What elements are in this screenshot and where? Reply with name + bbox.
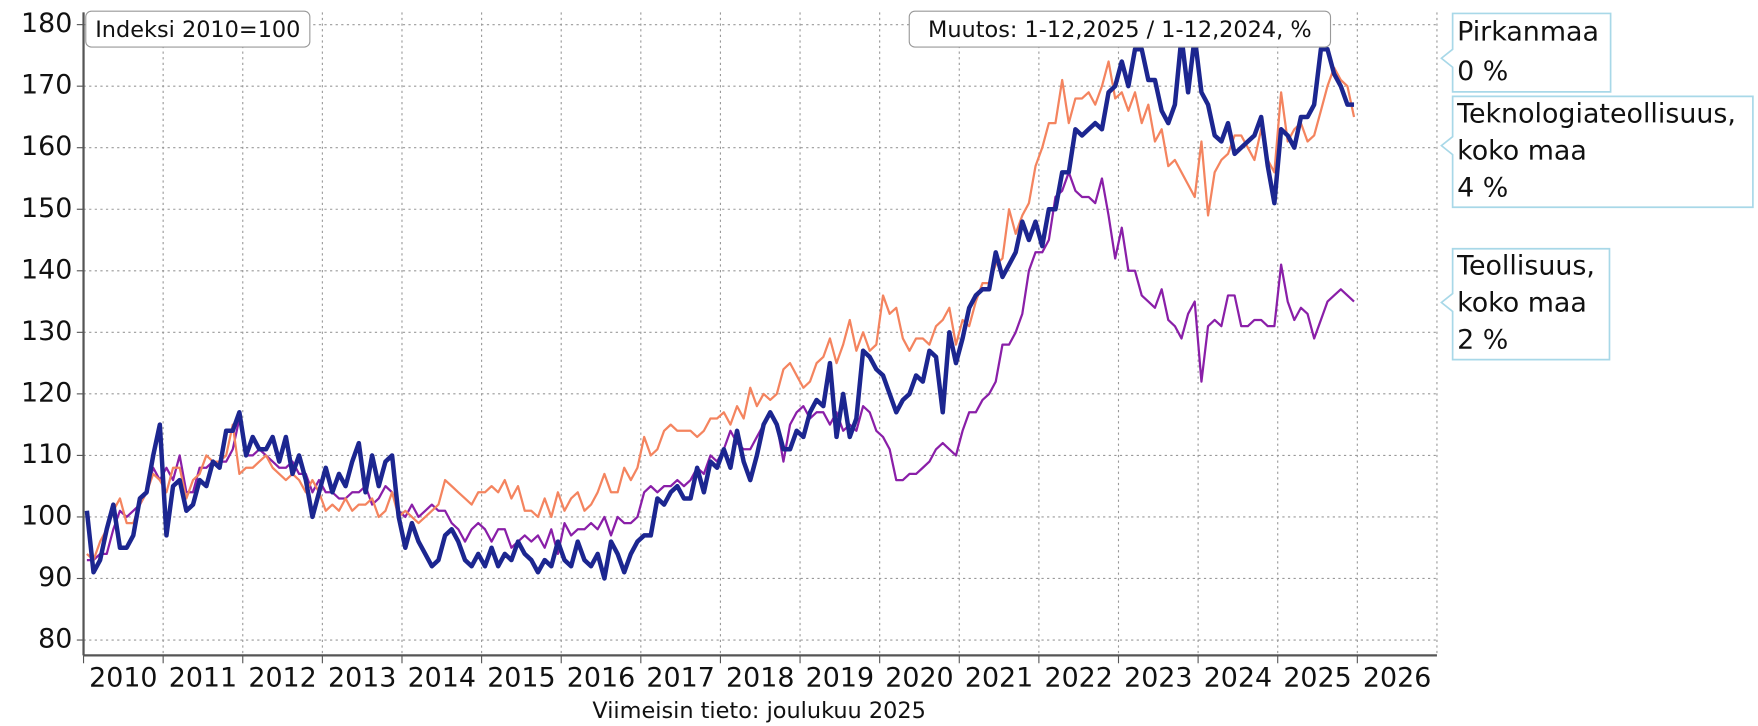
change-label: 0 % [1457, 56, 1508, 87]
x-tick-label: 2026 [1363, 662, 1431, 693]
legend-label: koko maa [1457, 288, 1587, 319]
callout-box [1440, 247, 1611, 361]
labels: Teollisuus, koko maa 2 % Teknologiateollisu… [1440, 12, 1754, 361]
y-tick-label: 160 [21, 131, 72, 162]
x-tick-label: 2018 [726, 662, 794, 693]
y-tick-label: 180 [21, 8, 72, 39]
x-tick-label: 2024 [1204, 662, 1272, 693]
x-tick-label: 2025 [1283, 662, 1351, 693]
y-tick-label: 170 [21, 70, 72, 101]
x-tick-label: 2023 [1124, 662, 1192, 693]
change-label: 2 % [1457, 325, 1508, 356]
series-line [86, 60, 1356, 562]
callout-box [1440, 12, 1612, 93]
legend-label: koko maa [1457, 135, 1587, 166]
x-tick-label: 2022 [1044, 662, 1112, 693]
x-tick-label: 2015 [487, 662, 555, 693]
y-tick-label: 150 [21, 193, 72, 224]
change-title-box [908, 10, 1332, 48]
annotation: Indeksi 2010=100 [95, 17, 300, 43]
annotation-box [85, 10, 311, 48]
series-line [84, 34, 1355, 581]
y-tick-label: 80 [38, 624, 72, 655]
footnote: Viimeisin tieto: joulukuu 2025 [592, 698, 925, 724]
x-tick-label: 2017 [646, 662, 714, 693]
legend-label: Pirkanmaa [1457, 17, 1599, 48]
lines [84, 34, 1356, 581]
change-label: 4 % [1457, 172, 1508, 203]
x-tick-label: 2012 [248, 662, 316, 693]
x-tick-label: 2010 [89, 662, 157, 693]
grid [82, 12, 1437, 656]
x-tick-label: 2016 [567, 662, 635, 693]
y-tick-label: 140 [21, 254, 72, 285]
y-tick-label: 110 [21, 439, 72, 470]
y-tick-label: 90 [38, 562, 72, 593]
x-tick-label: 2011 [169, 662, 237, 693]
x-tick-label: 2013 [328, 662, 396, 693]
y-tick-label: 120 [21, 377, 72, 408]
callout-box [1440, 95, 1754, 209]
axes: 80 90 100 110 120 130 140 150 160 170 180 2010 2011 2… [21, 8, 1438, 693]
y-tick-label: 130 [21, 316, 72, 347]
x-tick-label: 2019 [806, 662, 874, 693]
x-tick-label: 2014 [408, 662, 476, 693]
legend-label: Teollisuus, [1456, 251, 1595, 282]
change-title: Muutos: 1-12,2025 / 1-12,2024, % [928, 17, 1312, 43]
y-tick-label: 100 [21, 500, 72, 531]
x-tick-label: 2020 [885, 662, 953, 693]
x-tick-label: 2021 [965, 662, 1033, 693]
legend-label: Teknologiateollisuus, [1456, 98, 1736, 129]
